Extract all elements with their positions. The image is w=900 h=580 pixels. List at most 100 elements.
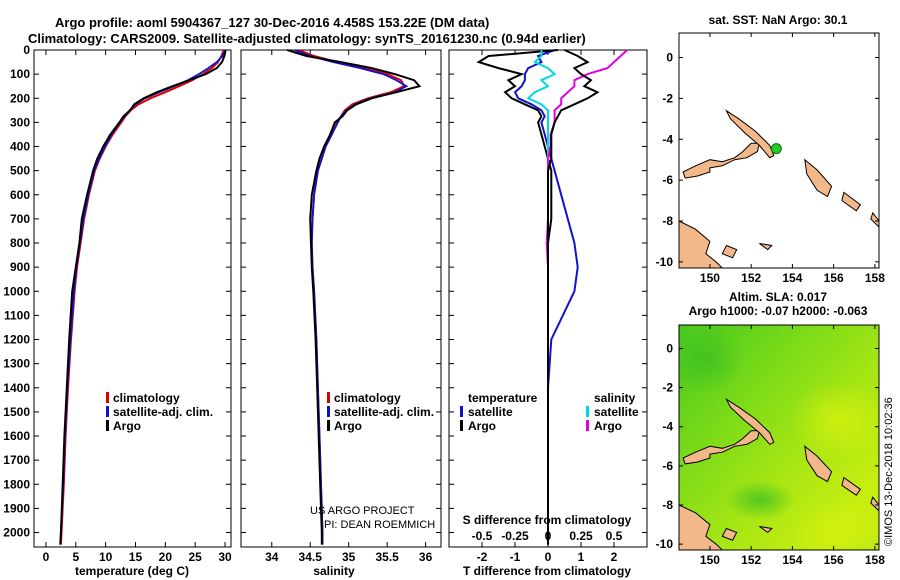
- title-line-1: Argo profile: aoml 5904367_127 30-Dec-20…: [55, 15, 489, 30]
- map2-land: [679, 397, 879, 550]
- project-annotation: US ARGO PROJECT: [310, 505, 415, 517]
- legend-climatology: climatology: [113, 391, 180, 405]
- x-tick-label: 35: [342, 550, 356, 564]
- land-santa-isabel: [870, 496, 879, 512]
- legend-s-argo: Argo: [594, 419, 622, 433]
- legend-climatology-swatch: [106, 392, 109, 403]
- salinity-legend: climatology satellite-adj. clim. Argo: [327, 391, 434, 433]
- temperature-panel-frame: [33, 49, 232, 548]
- legend-t-satellite-swatch: [460, 406, 463, 417]
- land-d-entrecasteaux: [721, 244, 738, 259]
- map-x-tick-label: 152: [741, 553, 761, 567]
- legend-s-satellite: satellite: [594, 405, 639, 419]
- x-tick-label: 10: [99, 550, 113, 564]
- map-y-tick-label: -4: [662, 132, 673, 146]
- map2-frame: [678, 324, 880, 551]
- x-tick-label: 36: [419, 550, 433, 564]
- map-x-tick-label: 154: [782, 553, 802, 567]
- legend-argo-swatch: [106, 420, 109, 431]
- land-new-britain: [682, 142, 761, 179]
- land-new-ireland: [725, 397, 775, 445]
- sst-map: 150 152 154 156 158 0 -2 -4 -6 -8 -10: [656, 32, 885, 285]
- imos-credit: ©IMOS 13-Dec-2018 10:02:36: [883, 397, 895, 546]
- x-tick-label: 15: [129, 550, 143, 564]
- map-x-tick-label: 156: [824, 553, 844, 567]
- map2-sla-low: [725, 480, 795, 520]
- x-tick-label: 30: [218, 550, 232, 564]
- x-tick-label-top: 0.25: [569, 529, 593, 543]
- temperature-legend: climatology satellite-adj. clim. Argo: [106, 391, 213, 433]
- x-tick-label: 0: [545, 550, 552, 564]
- land-new-ireland: [725, 109, 775, 159]
- depth-tick-label: 1100: [4, 308, 30, 322]
- depth-tick-label: 1500: [3, 405, 30, 419]
- map-x-tick-label: 156: [824, 271, 844, 285]
- land-choiseul: [841, 191, 862, 212]
- legend-satellite-swatch: [327, 406, 330, 417]
- map1-axes: 150 152 154 156 158 0 -2 -4 -6 -8 -10: [656, 33, 885, 285]
- series-satellite-adj-clim-: [294, 49, 409, 545]
- land-png-mainland: [678, 220, 724, 269]
- salinity-panel-frame: [240, 49, 442, 548]
- series-argo: [59, 49, 227, 545]
- sla-map: 150 152 154 156 158 0 -2 -4 -6 -8 -10: [656, 324, 885, 567]
- salinity-xlabel: salinity: [313, 564, 355, 578]
- map2-sla-low: [679, 325, 745, 395]
- depth-tick-label: 1800: [3, 477, 30, 491]
- depth-tick-label: 1000: [3, 284, 30, 298]
- depth-tick-label: 1200: [3, 333, 30, 347]
- map-y-tick-label: -10: [656, 537, 674, 551]
- legend-salinity-title: salinity: [594, 391, 636, 405]
- series-argo: [286, 49, 422, 545]
- map-x-tick-label: 150: [700, 553, 720, 567]
- legend-t-argo: Argo: [468, 419, 496, 433]
- x-tick-label-top: -0.5: [472, 529, 493, 543]
- legend-argo: Argo: [113, 419, 141, 433]
- x-tick-label: -1: [510, 550, 521, 564]
- map-y-tick-label: 0: [666, 51, 673, 65]
- legend-s-argo-swatch: [586, 420, 589, 431]
- land-new-britain: [682, 430, 761, 465]
- map-x-tick-label: 154: [782, 271, 802, 285]
- land-bougainville: [804, 445, 833, 483]
- series-climatology: [59, 49, 225, 545]
- land-santa-isabel: [870, 211, 880, 229]
- depth-tick-label: 1700: [3, 453, 30, 467]
- series-s-argo: [545, 49, 628, 545]
- depth-tick-label: 200: [10, 91, 30, 105]
- x-tick-label: 5: [72, 550, 79, 564]
- depth-tick-label: 300: [10, 115, 30, 129]
- legend-s-satellite-swatch: [586, 406, 589, 417]
- land-woodlark: [759, 243, 773, 251]
- x-tick-label: 35.5: [375, 550, 399, 564]
- map1-land: [678, 109, 880, 269]
- depth-tick-label: 900: [10, 260, 30, 274]
- map2-sla-high: [790, 500, 879, 550]
- map1-title: sat. SST: NaN Argo: 30.1: [709, 13, 848, 27]
- land-png-mainland: [679, 504, 724, 550]
- difference-xlabel-top: S difference from climatology: [463, 513, 632, 527]
- series-t-diff-black-: [547, 49, 600, 545]
- map2-title-line2: Argo h1000: -0.07 h2000: -0.063: [689, 304, 868, 318]
- pi-annotation: PI: DEAN ROEMMICH: [324, 519, 435, 531]
- depth-tick-label: 600: [10, 188, 30, 202]
- depth-tick-label: 2000: [3, 526, 30, 540]
- series-t-argo: [476, 49, 558, 545]
- depth-tick-label: 700: [10, 212, 30, 226]
- map-x-tick-label: 158: [865, 553, 885, 567]
- map-y-tick-label: -8: [662, 498, 673, 512]
- depth-tick-label: 1400: [3, 381, 30, 395]
- land-woodlark: [759, 526, 773, 534]
- temperature-plot: 0 5 10 15 20 25 30: [43, 49, 232, 564]
- x-tick-label: 0: [43, 550, 50, 564]
- x-tick-label: 20: [159, 550, 173, 564]
- x-tick-label: 25: [189, 550, 203, 564]
- legend-climatology-swatch: [327, 392, 330, 403]
- difference-plot: -2 -1 0 1 2-0.5 -0.25 0 0.25 0.5: [472, 49, 628, 564]
- map-y-tick-label: -4: [662, 420, 673, 434]
- depth-tick-label: 1300: [3, 357, 30, 371]
- depth-tick-label: 0: [23, 43, 30, 57]
- map-y-tick-label: -6: [662, 173, 673, 187]
- land-bougainville: [804, 158, 833, 198]
